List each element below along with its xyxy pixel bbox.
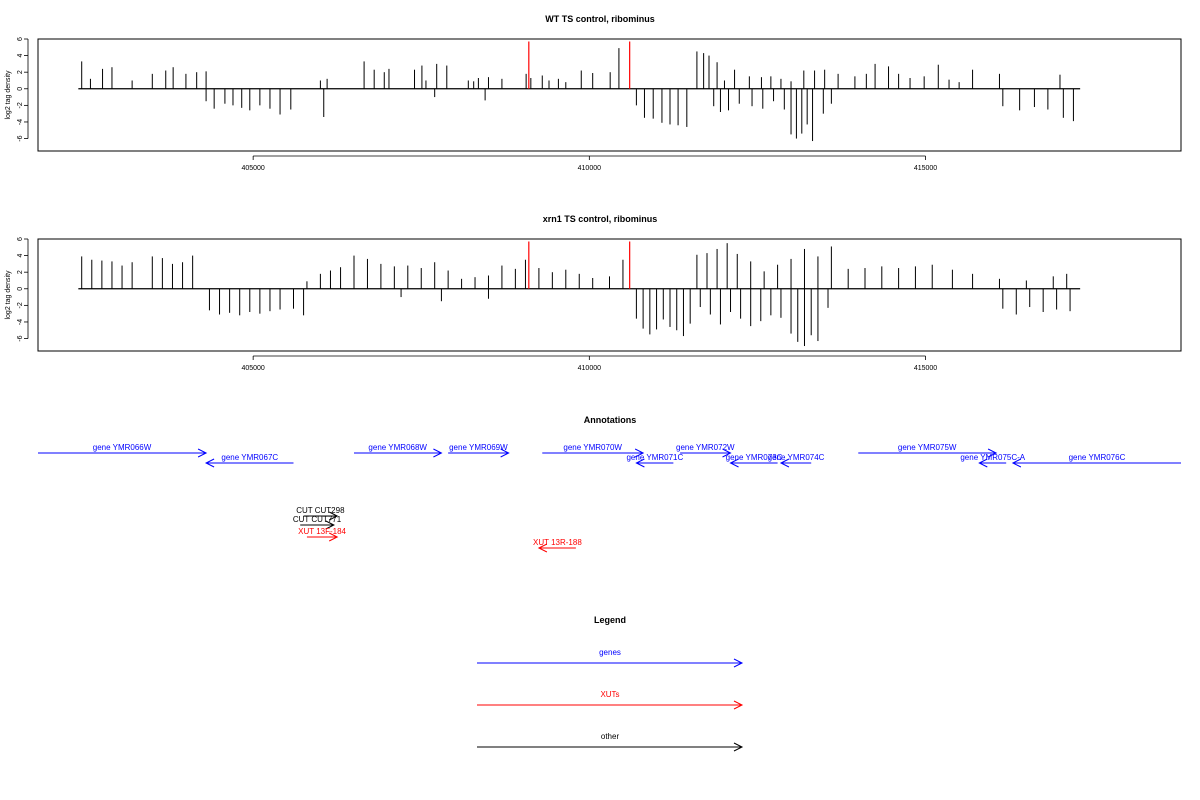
plot-frame [37,38,1182,152]
y-axis-label: log2 tag density [5,70,12,120]
legend-title: Legend [594,615,626,625]
feature-label: XUT 13F-184 [298,527,346,536]
feature-label: gene YMR068W [368,443,427,452]
plot-frame [37,238,1182,352]
y-tick-label: 0 [17,287,24,291]
feature-label: XUT 13R-188 [533,538,582,547]
feature-label: gene YMR067C [221,453,278,462]
y-tick-label: 2 [17,270,24,274]
legend-label: XUTs [600,690,619,699]
feature-label: gene YMR071C [626,453,683,462]
y-tick-label: -4 [17,119,24,125]
y-tick-label: 4 [17,54,24,58]
arrowhead-icon [635,458,645,468]
arrowhead-icon [325,520,335,530]
feature-label: gene YMR070W [563,443,622,452]
y-tick-label: 0 [17,87,24,91]
y-tick-label: -2 [17,102,24,108]
arrowhead-icon [729,458,739,468]
arrowhead-icon [733,658,744,668]
y-axis-label: log2 tag density [5,270,12,320]
arrowhead-icon [779,458,790,468]
x-tick-label: 405000 [241,165,264,172]
arrowhead-icon [733,742,744,752]
arrowhead-icon [197,448,208,458]
x-tick-label: 415000 [914,165,937,172]
feature-label: CUT CUT298 [296,506,345,515]
panel-title: WT TS control, ribominus [545,14,655,24]
y-tick-label: 4 [17,254,24,258]
x-tick-label: 415000 [914,365,937,372]
feature-label: gene YMR072W [676,443,735,452]
y-tick-label: -6 [17,335,24,341]
feature-label: gene YMR069W [449,443,508,452]
feature-label: gene YMR075W [898,443,957,452]
arrowhead-icon [433,448,443,458]
legend-label: genes [599,648,621,657]
feature-label: gene YMR066W [93,443,152,452]
feature-label: gene YMR074C [768,453,825,462]
annotations-title: Annotations [584,415,637,425]
y-tick-label: 6 [17,37,24,41]
arrowhead-icon [634,448,645,458]
legend-panel: Legend genes XUTs other [477,615,744,752]
arrowhead-icon [328,532,339,542]
feature-label: CUT CUT771 [293,515,342,524]
arrowhead-icon [722,448,732,458]
y-tick-label: -2 [17,302,24,308]
y-tick-label: -4 [17,319,24,325]
feature-label: gene YMR075C-A [960,453,1025,462]
x-tick-label: 410000 [578,365,601,372]
wt-signal-panel: WT TS control, ribominus 6 4 2 0 -2 -4 -6 log2 t… [5,14,1182,172]
arrowhead-icon [978,458,988,468]
y-tick-label: 2 [17,70,24,74]
arrowhead-icon [328,511,339,521]
y-tick-label: 6 [17,237,24,241]
arrowhead-icon [500,448,510,458]
feature-label: gene YMR076C [1069,453,1126,462]
x-tick-label: 405000 [241,365,264,372]
panel-title: xrn1 TS control, ribominus [543,214,658,224]
xrn1-signal-panel: xrn1 TS control, ribominus 6 4 2 0 -2 -4 -6 log2… [5,214,1182,372]
y-tick-label: -6 [17,135,24,141]
arrowhead-icon [1011,458,1022,468]
arrowhead-icon [733,700,744,710]
arrowhead-icon [987,448,998,458]
x-tick-label: 410000 [578,165,601,172]
legend-label: other [601,732,620,741]
annotations-panel: Annotations gene YMR066W gene YMR067C gene … [38,415,1181,553]
feature-label: gene YMR073C [726,453,783,462]
arrowhead-icon [204,458,215,468]
arrowhead-icon [537,543,548,553]
